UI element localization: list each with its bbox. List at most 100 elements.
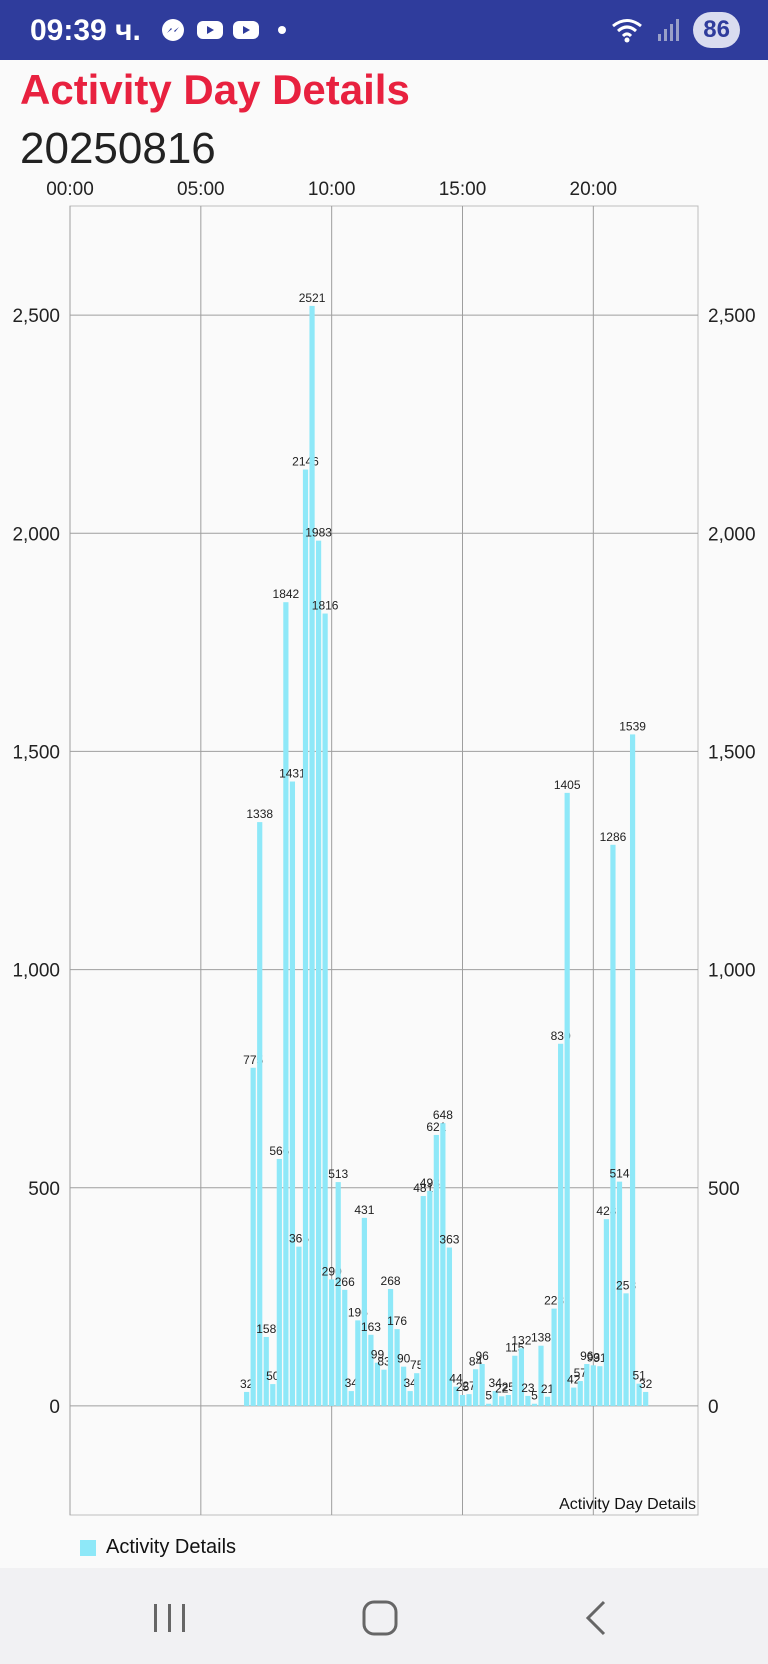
bar-data-label: 34 bbox=[403, 1376, 417, 1390]
page-title: Activity Day Details bbox=[20, 66, 410, 113]
bar-data-label: 90 bbox=[397, 1352, 411, 1366]
y-tick-label-left: 500 bbox=[28, 1179, 60, 1200]
bar bbox=[250, 1067, 256, 1406]
bar bbox=[525, 1395, 531, 1406]
bar-data-label: 23 bbox=[521, 1381, 535, 1395]
bar-data-label: 22 bbox=[495, 1381, 509, 1395]
bar bbox=[584, 1364, 590, 1406]
y-tick-label-right: 2,500 bbox=[708, 306, 756, 327]
bar bbox=[401, 1366, 407, 1406]
bar bbox=[283, 602, 289, 1406]
activity-bar-chart[interactable]: 0 0 500 500 1,000 1,000 1,500 1,500 2,000 2,000 2,… bbox=[0, 0, 768, 1530]
bar bbox=[577, 1381, 583, 1406]
bar bbox=[505, 1395, 511, 1406]
bar bbox=[643, 1391, 649, 1406]
home-button[interactable] bbox=[358, 1596, 402, 1640]
bar bbox=[420, 1196, 426, 1406]
bar bbox=[368, 1334, 374, 1406]
bar-data-label: 5 bbox=[531, 1389, 538, 1403]
navigation-bar bbox=[0, 1568, 768, 1664]
bar-data-label: 34 bbox=[489, 1376, 503, 1390]
chart-description: Activity Day Details bbox=[559, 1496, 696, 1513]
bar bbox=[270, 1384, 276, 1406]
bar bbox=[244, 1391, 250, 1406]
bar-data-label: 1286 bbox=[600, 830, 627, 844]
bar bbox=[518, 1348, 524, 1406]
y-tick-label-left: 2,000 bbox=[12, 524, 60, 545]
bar-data-label: 1983 bbox=[305, 526, 332, 540]
bar-data-label: 513 bbox=[328, 1167, 348, 1181]
bar-data-label: 34 bbox=[345, 1376, 359, 1390]
bar-data-label: 132 bbox=[511, 1333, 531, 1347]
bar-data-label: 96 bbox=[475, 1349, 489, 1363]
bar-data-label: 93 bbox=[587, 1350, 601, 1364]
bar-data-label: 2521 bbox=[299, 291, 326, 305]
bar bbox=[544, 1396, 551, 1406]
bar bbox=[427, 1190, 433, 1406]
bar-data-label: 1539 bbox=[619, 719, 646, 733]
bar-data-label: 57 bbox=[574, 1366, 588, 1380]
bar bbox=[603, 1219, 610, 1406]
bar bbox=[414, 1373, 420, 1406]
bar-data-label: 268 bbox=[381, 1274, 401, 1288]
y-tick-label-right: 1,000 bbox=[708, 961, 756, 982]
page-date: 20250816 bbox=[20, 124, 216, 173]
youtube-icon bbox=[197, 21, 223, 39]
bar bbox=[289, 781, 296, 1406]
battery-indicator: 86 bbox=[693, 12, 740, 48]
signal-icon bbox=[658, 19, 680, 41]
bar bbox=[479, 1364, 485, 1406]
y-tick-label-right: 500 bbox=[708, 1179, 740, 1200]
chart-legend: Activity Details bbox=[80, 1536, 236, 1559]
bar bbox=[296, 1246, 302, 1406]
messenger-icon bbox=[162, 19, 184, 41]
bar bbox=[538, 1345, 544, 1406]
bar bbox=[387, 1288, 394, 1406]
bar-data-label: 5 bbox=[485, 1389, 492, 1403]
x-tick-label: 05:00 bbox=[177, 179, 225, 200]
bar-data-label: 514 bbox=[609, 1167, 629, 1181]
bar bbox=[322, 613, 328, 1406]
y-tick-label-right: 2,000 bbox=[708, 524, 756, 545]
bar bbox=[355, 1320, 361, 1406]
notification-icons bbox=[160, 18, 296, 42]
bar bbox=[564, 792, 570, 1406]
bar-data-label: 158 bbox=[256, 1322, 276, 1336]
bar bbox=[335, 1182, 341, 1406]
bar-data-label: 176 bbox=[387, 1314, 407, 1328]
bar bbox=[394, 1329, 400, 1406]
recent-apps-button[interactable] bbox=[148, 1596, 192, 1640]
dot-icon bbox=[278, 26, 286, 34]
bar-data-label: 2146 bbox=[292, 455, 319, 469]
bar-data-label: 99 bbox=[371, 1348, 385, 1362]
bar bbox=[571, 1387, 577, 1406]
bar bbox=[466, 1394, 472, 1406]
bar-data-label: 50 bbox=[266, 1369, 280, 1383]
bar-data-label: 84 bbox=[469, 1354, 483, 1368]
bar bbox=[329, 1279, 335, 1406]
bar-data-label: 44 bbox=[449, 1372, 463, 1386]
bar bbox=[499, 1396, 505, 1406]
bar bbox=[636, 1383, 642, 1406]
legend-swatch bbox=[80, 1539, 96, 1556]
bar-data-label: 431 bbox=[354, 1203, 374, 1217]
bar-data-label: 1405 bbox=[554, 778, 581, 792]
bar bbox=[512, 1355, 518, 1406]
bar-data-label: 75 bbox=[410, 1358, 424, 1372]
bar bbox=[309, 305, 315, 1406]
bar bbox=[374, 1362, 381, 1406]
bar bbox=[616, 1181, 623, 1406]
back-button[interactable] bbox=[576, 1596, 620, 1640]
bar-data-label: 32 bbox=[639, 1377, 653, 1391]
bar bbox=[531, 1403, 538, 1406]
bar-data-label: 1816 bbox=[312, 599, 339, 613]
bar bbox=[440, 1123, 446, 1406]
bar bbox=[407, 1391, 413, 1406]
bar bbox=[381, 1369, 387, 1406]
bar bbox=[610, 844, 616, 1406]
bar bbox=[446, 1247, 453, 1406]
bar-data-label: 266 bbox=[335, 1275, 355, 1289]
bar bbox=[433, 1134, 439, 1406]
bar-data-label: 51 bbox=[632, 1369, 646, 1383]
y-tick-label-left: 1,500 bbox=[12, 742, 60, 763]
